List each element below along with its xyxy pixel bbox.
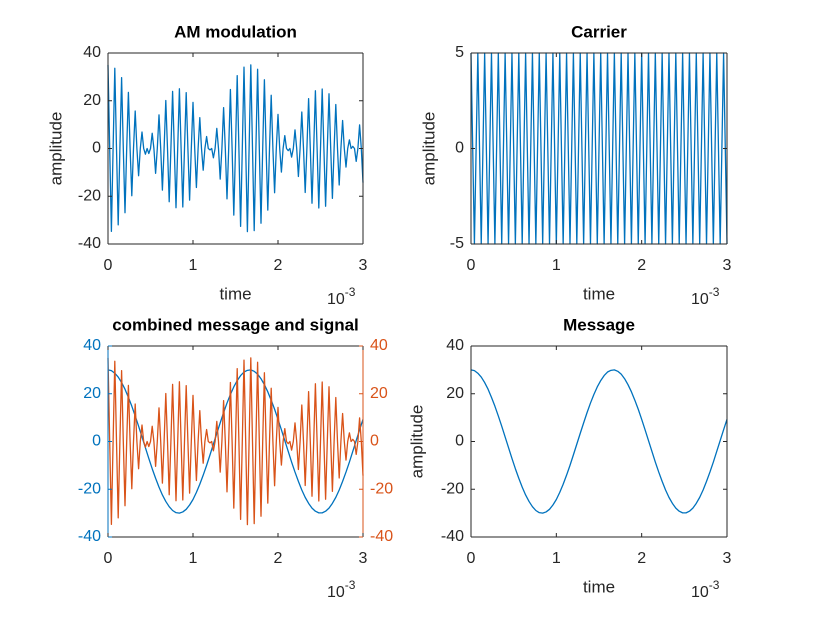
exponent-base: 10 [691, 291, 709, 308]
y2-tick-label: -20 [370, 480, 393, 497]
x-tick-label: 3 [723, 257, 732, 274]
y-tick-label: 0 [92, 433, 101, 450]
x-axis-label: time [219, 284, 251, 303]
x-tick-label: 3 [359, 257, 368, 274]
signal-line [107, 369, 364, 514]
x-tick-label: 3 [723, 550, 732, 567]
y2-tick-label: -40 [370, 528, 393, 545]
y-tick-label: -20 [441, 480, 464, 497]
x-tick-label: 0 [467, 550, 476, 567]
y-axis-label: amplitude [407, 405, 426, 479]
y-tick-label: -40 [78, 528, 101, 545]
x-tick-label: 1 [552, 257, 561, 274]
y-tick-label: 0 [455, 433, 464, 450]
x-axis-label: time [583, 577, 615, 596]
y-tick-label: 20 [83, 92, 101, 109]
x-exponent: 10-3 [327, 578, 356, 601]
y-axis-label: amplitude [46, 112, 65, 186]
y-tick-label: 0 [92, 140, 101, 157]
subplot-title: Carrier [571, 22, 627, 41]
y-tick-label: -5 [450, 235, 464, 252]
exponent-base: 10 [327, 291, 345, 308]
y-tick-label: -20 [78, 187, 101, 204]
y-tick-label: 40 [446, 337, 464, 354]
subplot-title: combined message and signal [112, 315, 359, 334]
y-tick-label: 40 [83, 337, 101, 354]
signal-line [470, 52, 728, 245]
signal-line [107, 64, 364, 233]
y-tick-label: 0 [455, 140, 464, 157]
x-exponent: 10-3 [691, 285, 720, 308]
exponent-power: -3 [345, 285, 356, 299]
x-tick-label: 2 [274, 550, 283, 567]
y2-tick-label: 20 [370, 385, 388, 402]
exponent-base: 10 [691, 584, 709, 601]
x-tick-label: 1 [189, 550, 198, 567]
x-exponent: 10-3 [691, 578, 720, 601]
y-tick-label: -40 [78, 235, 101, 252]
x-exponent: 10-3 [327, 285, 356, 308]
exponent-power: -3 [709, 285, 720, 299]
x-tick-label: 3 [359, 550, 368, 567]
y-axis-label: amplitude [419, 112, 438, 186]
signal-line [107, 357, 364, 526]
y-tick-label: -20 [78, 480, 101, 497]
y-tick-label: -40 [441, 528, 464, 545]
exponent-power: -3 [709, 578, 720, 592]
x-tick-label: 2 [637, 257, 646, 274]
y-tick-label: 20 [83, 385, 101, 402]
x-tick-label: 0 [104, 550, 113, 567]
x-tick-label: 2 [274, 257, 283, 274]
subplot-title: AM modulation [174, 22, 297, 41]
x-axis-label: time [583, 284, 615, 303]
exponent-base: 10 [327, 584, 345, 601]
y-tick-label: 40 [83, 44, 101, 61]
x-tick-label: 2 [637, 550, 646, 567]
x-tick-label: 0 [104, 257, 113, 274]
x-tick-label: 0 [467, 257, 476, 274]
signal-line [470, 369, 728, 514]
y2-tick-label: 0 [370, 433, 379, 450]
y-tick-label: 20 [446, 385, 464, 402]
x-tick-label: 1 [189, 257, 198, 274]
x-tick-label: 1 [552, 550, 561, 567]
y-tick-label: 5 [455, 44, 464, 61]
subplot: 0 1 2 3 -40 -20 0 20 40 Message time amplitude 10-3 [407, 315, 731, 601]
exponent-power: -3 [345, 578, 356, 592]
y2-tick-label: 40 [370, 337, 388, 354]
subplot-title: Message [563, 315, 635, 334]
subplot: 0 1 2 3 -40 -20 0 20 40 AM modulation time amplitud… [46, 22, 367, 308]
